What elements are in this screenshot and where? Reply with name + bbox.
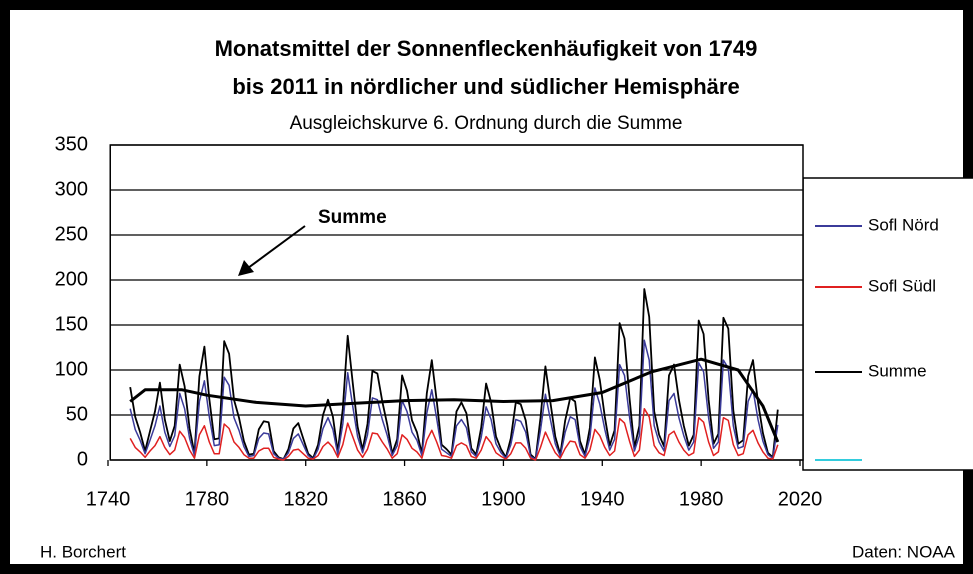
y-tick-label: 250 <box>55 223 88 245</box>
series-line <box>129 339 779 460</box>
author: H. Borchert <box>40 542 126 561</box>
x-tick-label: 1860 <box>382 488 427 510</box>
y-tick-label: 200 <box>55 268 88 290</box>
chart-title: bis 2011 in nördlicher und südlicher Hem… <box>232 74 739 99</box>
x-tick-label: 1820 <box>283 488 328 510</box>
series-line <box>129 407 779 461</box>
annotation-arrowhead <box>238 260 254 276</box>
x-tick-label: 1940 <box>580 488 625 510</box>
legend-label: Sofl Südl <box>868 276 936 295</box>
plot: 0 50 100 150 200 250 300 350 1740 1780 1820 1860 190… <box>55 133 823 510</box>
y-tick-label: 350 <box>55 133 88 155</box>
x-tick-label: 1780 <box>185 488 230 510</box>
y-tick-label: 300 <box>55 178 88 200</box>
legend-label: Summe <box>868 361 927 380</box>
source: Daten: NOAA <box>852 542 956 561</box>
chart-title: Monatsmittel der Sonnenfleckenhäufigkeit… <box>215 36 758 61</box>
y-tick-label: 50 <box>66 403 88 425</box>
y-tick-label: 0 <box>77 448 88 470</box>
chart-subtitle: Ausgleichskurve 6. Ordnung durch die Sum… <box>290 113 683 134</box>
series-line <box>129 288 779 460</box>
trend-line <box>129 357 780 443</box>
y-tick-label: 100 <box>55 358 88 380</box>
plot-area <box>109 144 804 461</box>
y-tick-label: 150 <box>55 313 88 335</box>
x-tick-label: 2020 <box>778 488 823 510</box>
annotation-arrow <box>247 225 306 269</box>
annotation: Summe <box>318 207 387 228</box>
legend-label: Sofl Nörd <box>868 215 939 234</box>
x-tick-label: 1740 <box>86 488 131 510</box>
x-tick-label: 1900 <box>481 488 526 510</box>
x-tick-label: 1980 <box>679 488 724 510</box>
